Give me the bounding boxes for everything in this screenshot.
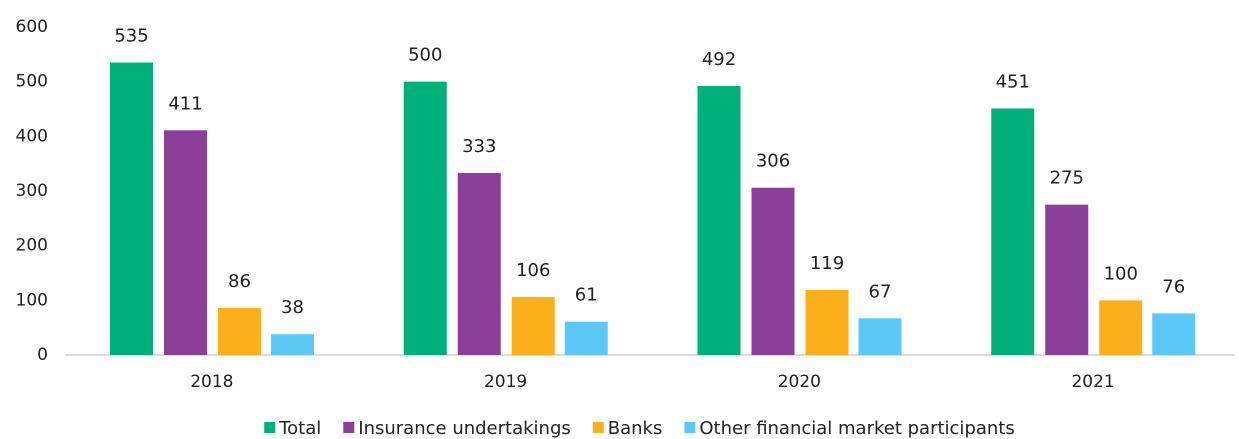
legend-swatch (684, 422, 696, 433)
data-label: 500 (408, 45, 442, 66)
bar (271, 334, 314, 355)
x-tick-label: 2019 (484, 372, 527, 392)
bar (991, 108, 1035, 355)
data-label: 306 (756, 151, 790, 172)
data-label: 76 (1162, 276, 1185, 297)
data-label: 492 (702, 49, 736, 70)
bar (457, 172, 501, 355)
x-tick-label: 2021 (1071, 372, 1114, 392)
bar (697, 86, 741, 355)
data-label: 106 (516, 260, 550, 281)
data-label: 61 (575, 285, 598, 306)
y-tick-label: 600 (16, 17, 48, 37)
y-tick-label: 400 (16, 126, 48, 146)
y-tick-label: 500 (16, 72, 48, 92)
x-tick-label: 2020 (778, 372, 821, 392)
data-label: 535 (114, 26, 148, 47)
data-label: 67 (869, 281, 892, 302)
legend-label: Total (278, 418, 321, 439)
bar (751, 187, 795, 355)
legend-swatch (264, 422, 276, 433)
y-tick-label: 100 (16, 290, 48, 310)
legend-swatch (343, 422, 355, 433)
legend-label: Banks (608, 418, 663, 439)
y-tick-label: 200 (16, 236, 48, 256)
x-tick-label: 2018 (190, 372, 233, 392)
bar (1045, 204, 1089, 355)
bar (564, 321, 608, 355)
bar (164, 130, 207, 355)
legend-swatch (592, 422, 604, 433)
data-label: 451 (996, 71, 1030, 92)
y-tick-label: 0 (37, 345, 48, 365)
bar (1152, 313, 1196, 355)
y-tick-label: 300 (16, 181, 48, 201)
bar (858, 318, 902, 355)
data-label: 38 (281, 297, 304, 318)
bar (110, 62, 153, 356)
bar (511, 297, 555, 355)
legend-label: Other financial market participants (699, 418, 1014, 439)
bar (1099, 300, 1143, 355)
data-label: 275 (1050, 168, 1084, 189)
bar (218, 307, 261, 355)
bar (403, 81, 447, 356)
data-label: 333 (462, 136, 496, 157)
bar (805, 289, 849, 355)
legend-label: Insurance undertakings (358, 418, 570, 439)
data-label: 119 (810, 253, 844, 274)
data-label: 411 (168, 93, 202, 114)
data-label: 86 (228, 271, 251, 292)
data-label: 100 (1104, 263, 1138, 284)
